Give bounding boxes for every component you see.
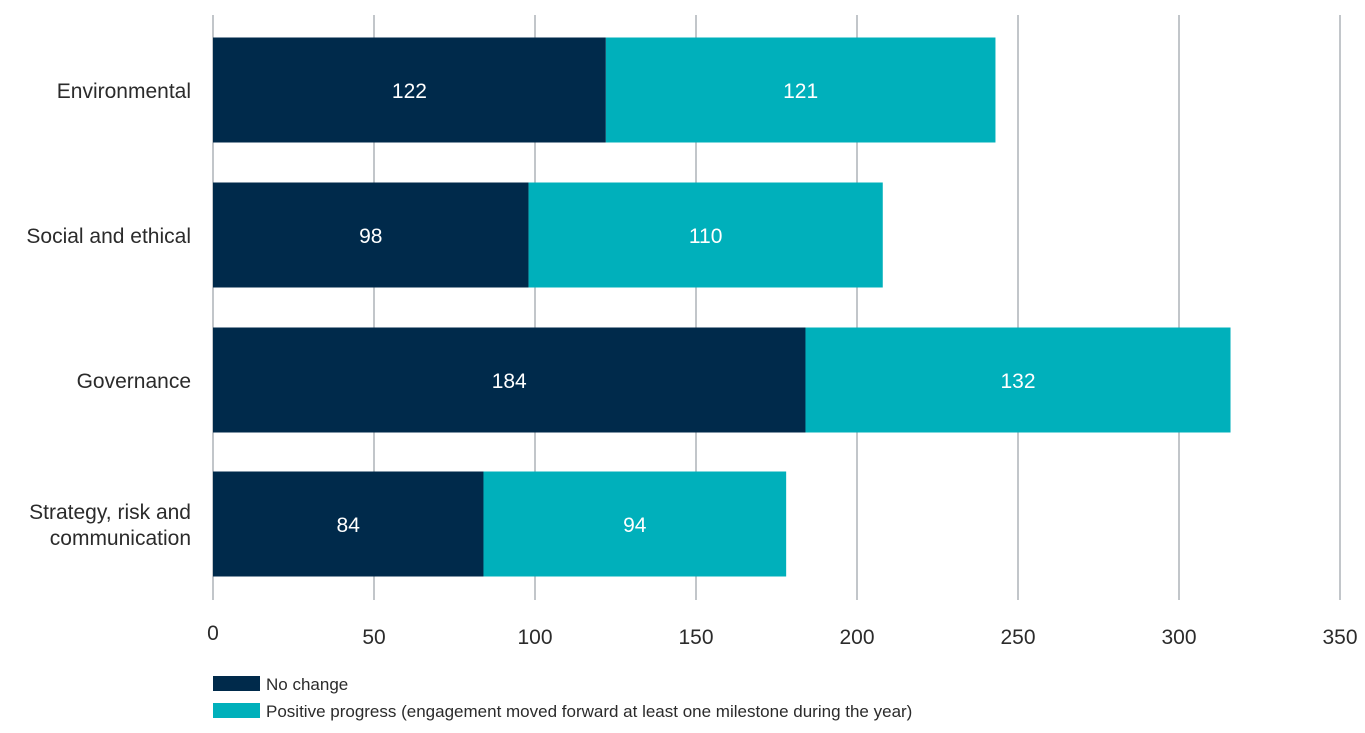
bar-value-label: 110: [689, 225, 722, 248]
legend-label: Positive progress (engagement moved forw…: [266, 702, 912, 721]
legend: No change Positive progress (engagement m…: [213, 675, 912, 721]
x-axis-tick-labels: 0 50 100 150 200 250 300 350: [207, 622, 1357, 649]
bar-value-label: 84: [337, 514, 361, 537]
bar-no-change-3: [213, 471, 484, 577]
bar-positive-progress-0: [605, 37, 996, 143]
category-label: Environmental: [57, 80, 191, 103]
bar-no-change-1: [213, 182, 529, 288]
x-tick-label: 150: [678, 626, 713, 649]
bars: [213, 37, 1231, 577]
bar-value-label: 121: [783, 80, 818, 103]
category-labels: Environmental Social and ethical Governanc…: [26, 80, 191, 550]
bar-positive-progress-3: [483, 471, 787, 577]
bar-labels: 122 121 98 110 184 132 84 94: [337, 80, 1036, 537]
bar-no-change-2: [213, 327, 806, 433]
x-tick-label: 0: [207, 622, 219, 645]
bar-positive-progress-2: [805, 327, 1231, 433]
x-tick-label: 300: [1161, 626, 1196, 649]
legend-label: No change: [266, 675, 348, 694]
x-tick-label: 250: [1000, 626, 1035, 649]
legend-swatch: [213, 676, 260, 691]
x-tick-label: 200: [839, 626, 874, 649]
bar-value-label: 98: [359, 225, 382, 248]
bar-no-change-0: [213, 37, 606, 143]
category-label: Governance: [77, 370, 191, 393]
category-label: Strategy, risk and communication: [29, 501, 191, 550]
x-tick-label: 100: [517, 626, 552, 649]
x-tick-label: 350: [1322, 626, 1357, 649]
bar-value-label: 122: [392, 80, 427, 103]
bar-value-label: 132: [1000, 370, 1035, 393]
bar-positive-progress-1: [528, 182, 883, 288]
category-label: Social and ethical: [26, 225, 191, 248]
x-tick-label: 50: [362, 626, 385, 649]
bar-value-label: 184: [492, 370, 527, 393]
legend-swatch: [213, 703, 260, 718]
bar-value-label: 94: [623, 514, 647, 537]
